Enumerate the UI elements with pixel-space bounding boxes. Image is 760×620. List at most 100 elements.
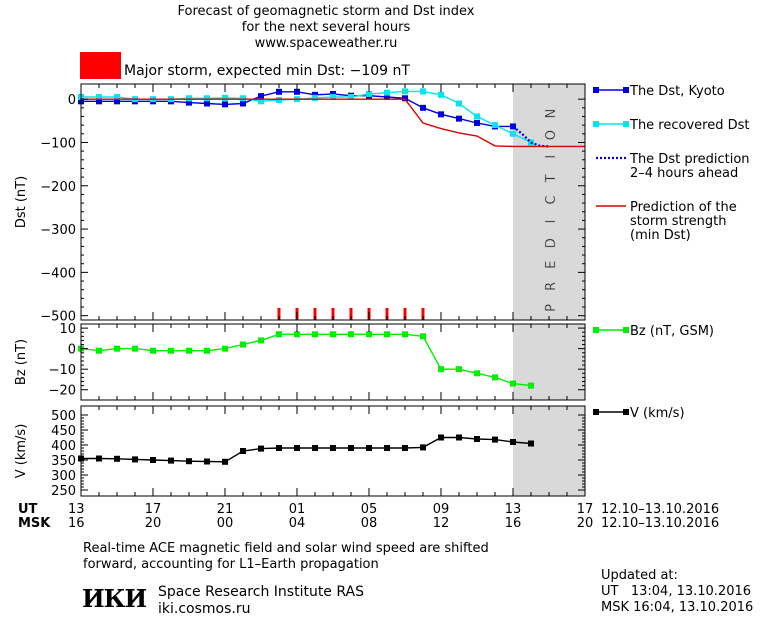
chart-title-line-1: Forecast of geomagnetic storm and Dst in…: [177, 4, 475, 19]
prediction-zone-2: [513, 324, 585, 400]
prediction-letter: C: [544, 195, 559, 204]
msk-tick-label: 16: [505, 516, 522, 531]
legend-marker: [623, 409, 629, 415]
prediction-letter: D: [544, 238, 559, 248]
data-point: [528, 382, 534, 389]
data-point: [204, 347, 210, 354]
data-point: [420, 88, 426, 95]
data-point: [114, 98, 120, 105]
y-tick-label: 450: [51, 424, 76, 439]
data-point: [240, 448, 246, 454]
msk-tick-label: 20: [577, 516, 594, 531]
data-point: [132, 456, 138, 463]
data-point: [114, 345, 120, 352]
ut-tick-label: 05: [361, 502, 378, 517]
data-point: [492, 122, 498, 129]
data-point: [276, 97, 282, 104]
data-point: [312, 91, 318, 98]
data-point: [312, 94, 318, 101]
data-point: [510, 439, 516, 445]
data-point: [294, 331, 300, 338]
ut-tick-label: 09: [433, 502, 450, 517]
data-point: [474, 370, 480, 377]
updated-msk: MSK 16:04, 13.10.2016: [601, 600, 754, 615]
data-point: [96, 455, 102, 462]
legend-entry: The Dst prediction: [629, 152, 750, 167]
data-point: [258, 337, 264, 344]
data-point: [222, 345, 228, 352]
y-tick-label: −10: [49, 363, 76, 378]
data-point: [240, 100, 246, 107]
data-point: [366, 331, 372, 338]
data-point: [222, 458, 228, 465]
data-point: [294, 445, 300, 451]
data-point: [114, 455, 120, 462]
data-point: [402, 95, 408, 102]
data-point: [258, 98, 264, 105]
y-tick-label: −500: [40, 310, 76, 325]
data-point: [330, 331, 336, 338]
y-tick-label: 500: [51, 409, 76, 424]
data-point: [384, 89, 390, 96]
data-point: [240, 341, 246, 348]
data-point: [510, 380, 516, 387]
y-axis-label-3: V (km/s): [14, 424, 29, 479]
data-point: [330, 93, 336, 100]
msk-date-range: 12.10–13.10.2016: [601, 516, 719, 531]
data-point: [276, 445, 282, 451]
msk-axis-label: MSK: [18, 516, 51, 531]
prediction-letter: E: [544, 261, 559, 269]
updated-label: Updated at:: [601, 568, 678, 583]
caption-line-2: forward, accounting for L1–Earth propaga…: [83, 557, 379, 572]
data-point: [168, 457, 174, 464]
storm-indicator-box: [80, 52, 121, 79]
legend-entry: Prediction of the: [630, 200, 737, 215]
y-tick-label: −20: [49, 384, 76, 399]
msk-tick-label: 12: [433, 516, 450, 531]
legend-entry: storm strength: [630, 214, 727, 229]
y-tick-label: 0: [68, 93, 76, 108]
prediction-zone-3: [513, 406, 585, 496]
legend-marker: [593, 87, 599, 93]
data-point: [186, 347, 192, 354]
data-point: [420, 104, 426, 111]
data-point: [222, 94, 228, 101]
data-point: [492, 374, 498, 381]
data-point: [456, 115, 462, 122]
data-point: [312, 445, 318, 451]
prediction-letter: I: [544, 155, 559, 159]
y-tick-label: 10: [59, 322, 76, 337]
legend-entry: The Dst, Kyoto: [629, 84, 725, 99]
y-tick-label: 300: [51, 469, 76, 484]
data-point: [150, 457, 156, 463]
data-point: [240, 95, 246, 102]
data-point: [474, 113, 480, 120]
data-point: [528, 440, 534, 447]
ut-axis-label: UT: [18, 502, 38, 517]
prediction-letter: R: [544, 282, 559, 291]
data-point: [168, 347, 174, 354]
legend-entry: (min Dst): [630, 228, 691, 243]
data-point: [438, 434, 444, 441]
data-point: [132, 345, 138, 352]
y-tick-label: −300: [40, 223, 76, 238]
data-point: [186, 458, 192, 465]
y-tick-label: −400: [40, 266, 76, 281]
ut-tick-label: 13: [505, 502, 522, 517]
data-point: [456, 366, 462, 373]
data-point: [312, 331, 318, 338]
legend-entry: Bz (nT, GSM): [630, 324, 714, 339]
y-tick-label: 400: [51, 439, 76, 454]
data-point: [150, 347, 156, 354]
legend-entry: 2–4 hours ahead: [630, 166, 738, 181]
data-point: [402, 445, 408, 451]
data-point: [474, 436, 480, 442]
y-tick-label: 350: [51, 454, 76, 469]
data-point: [402, 331, 408, 338]
legend-marker: [623, 327, 629, 333]
msk-tick-label: 04: [289, 516, 306, 531]
chart-title-url[interactable]: www.spaceweather.ru: [254, 36, 398, 51]
institute-site[interactable]: iki.cosmos.ru: [158, 601, 251, 617]
data-point: [276, 88, 282, 95]
data-point: [204, 100, 210, 107]
